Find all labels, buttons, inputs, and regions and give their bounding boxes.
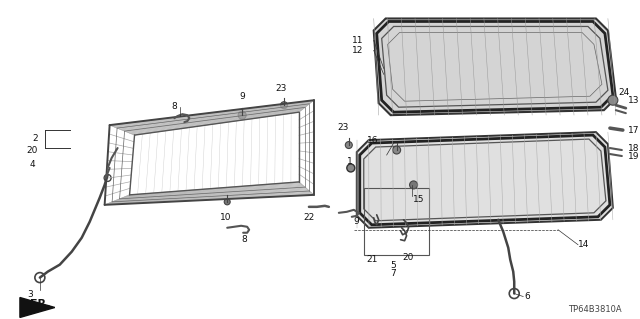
Text: 23: 23	[337, 122, 349, 132]
Text: 9: 9	[239, 92, 245, 101]
Text: 21: 21	[367, 255, 378, 264]
Circle shape	[393, 146, 401, 154]
Polygon shape	[20, 298, 55, 317]
Text: 16: 16	[367, 136, 379, 145]
Text: 11: 11	[352, 36, 364, 45]
Text: 7: 7	[390, 269, 396, 278]
Text: 24: 24	[618, 88, 629, 97]
Text: 12: 12	[353, 46, 364, 55]
Text: 4: 4	[29, 160, 35, 169]
Text: TP64B3810A: TP64B3810A	[568, 305, 621, 314]
Text: 2: 2	[32, 134, 38, 143]
Text: 17: 17	[628, 126, 639, 135]
Text: 15: 15	[413, 195, 424, 204]
Text: 23: 23	[275, 84, 287, 93]
Circle shape	[346, 142, 352, 149]
Polygon shape	[374, 19, 616, 115]
Text: 6: 6	[524, 292, 530, 301]
Text: 19: 19	[628, 152, 639, 160]
Text: 10: 10	[220, 213, 231, 222]
Circle shape	[224, 199, 230, 205]
Text: 14: 14	[578, 240, 589, 249]
Text: 8: 8	[241, 235, 247, 244]
Circle shape	[410, 181, 417, 189]
Text: 18: 18	[628, 144, 639, 152]
Text: 13: 13	[628, 96, 639, 105]
Text: 1: 1	[347, 158, 353, 167]
Text: 9: 9	[354, 217, 360, 226]
Circle shape	[608, 95, 618, 105]
Text: FR.: FR.	[30, 299, 51, 308]
Polygon shape	[356, 132, 613, 228]
Text: 20: 20	[26, 145, 38, 154]
Text: 20: 20	[403, 253, 414, 262]
Text: 3: 3	[27, 290, 33, 299]
Circle shape	[238, 111, 246, 119]
Circle shape	[347, 164, 355, 172]
Text: 22: 22	[303, 213, 315, 222]
Circle shape	[280, 102, 287, 109]
Text: 5: 5	[390, 261, 396, 270]
Text: 8: 8	[172, 102, 177, 111]
